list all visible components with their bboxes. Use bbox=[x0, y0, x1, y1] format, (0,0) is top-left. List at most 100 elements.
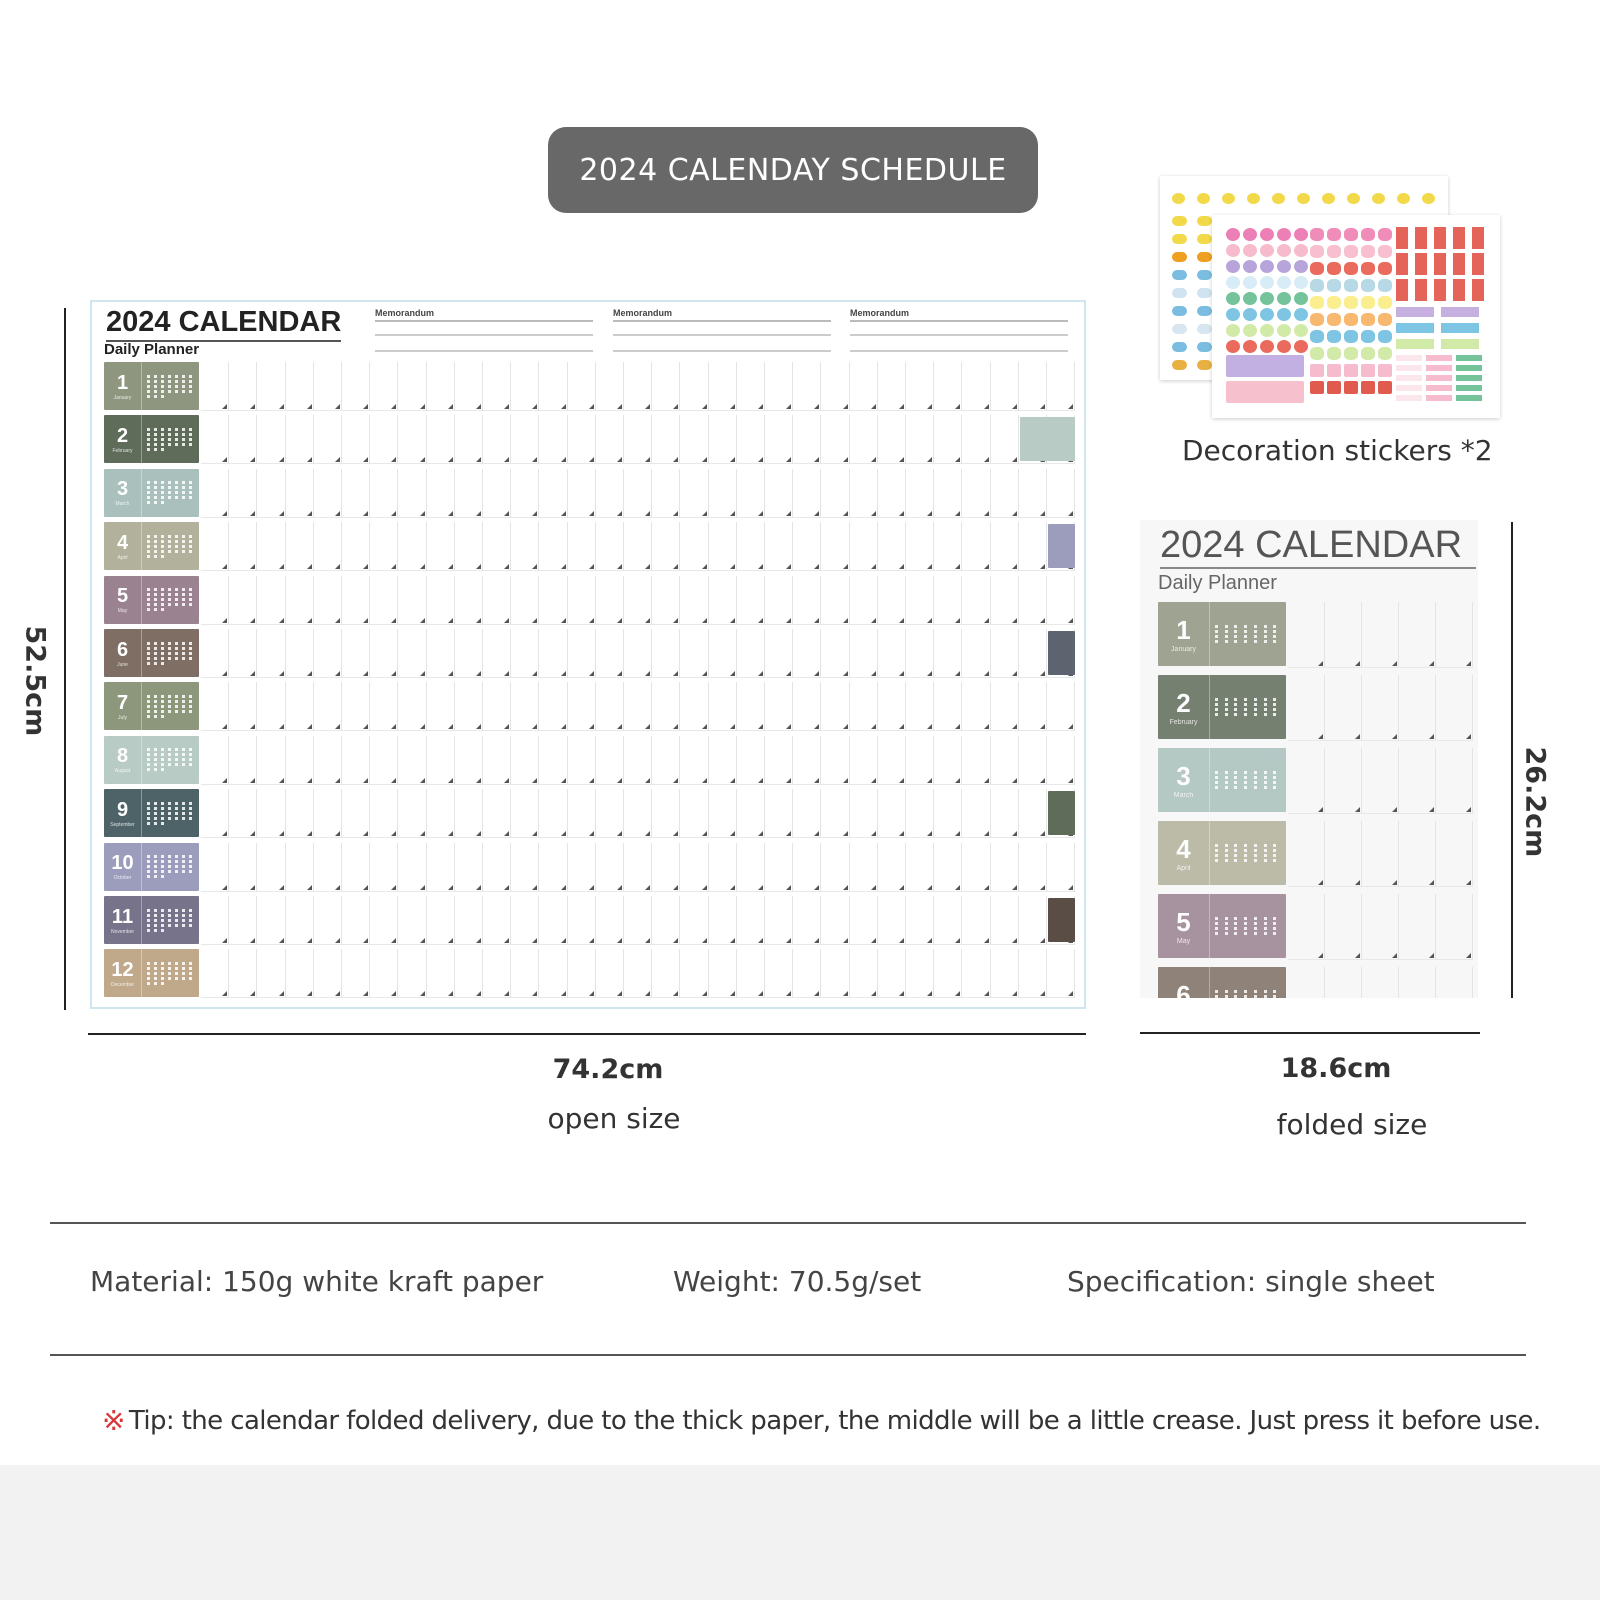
day-cell bbox=[765, 735, 794, 785]
mini-day bbox=[1224, 917, 1228, 920]
day-cell bbox=[1018, 896, 1047, 945]
day-cell bbox=[285, 896, 314, 945]
day-cell bbox=[370, 789, 399, 839]
mini-day bbox=[147, 806, 150, 810]
day-cell bbox=[1018, 629, 1047, 678]
day-cell bbox=[821, 522, 850, 572]
month-tile-december: 12 December bbox=[104, 949, 199, 998]
mini-day bbox=[1224, 771, 1228, 774]
mini-day bbox=[147, 549, 150, 553]
mini-day bbox=[154, 661, 157, 665]
day-cell bbox=[426, 468, 455, 518]
mini-day bbox=[189, 709, 192, 713]
day-cell bbox=[1436, 821, 1473, 887]
dot-sticker bbox=[1243, 260, 1257, 273]
mini-day bbox=[154, 651, 157, 655]
mini-day bbox=[161, 821, 164, 825]
divider-bottom bbox=[50, 1354, 1526, 1356]
mini-day bbox=[161, 539, 164, 543]
day-cell bbox=[708, 362, 737, 411]
flag-sticker bbox=[1472, 279, 1484, 301]
mini-day bbox=[168, 389, 171, 393]
mini-day bbox=[182, 491, 185, 495]
day-cell bbox=[539, 682, 568, 732]
mini-day bbox=[1234, 708, 1238, 711]
mini-day bbox=[154, 928, 157, 932]
mini-day bbox=[147, 491, 150, 495]
mini-day bbox=[1244, 625, 1248, 628]
banner-sticker bbox=[1441, 323, 1479, 333]
mini-day bbox=[168, 384, 171, 388]
day-cell bbox=[736, 842, 765, 892]
day-cell bbox=[342, 735, 371, 785]
mini-day bbox=[189, 481, 192, 485]
mini-day bbox=[168, 549, 171, 553]
day-cell bbox=[652, 362, 681, 411]
mini-day bbox=[161, 379, 164, 383]
day-cell bbox=[1362, 748, 1399, 814]
mini-day bbox=[1263, 630, 1267, 633]
mini-day bbox=[154, 811, 157, 815]
mini-day bbox=[182, 598, 185, 602]
mini-day bbox=[1263, 640, 1267, 643]
mini-day bbox=[161, 442, 164, 446]
day-cell bbox=[342, 789, 371, 839]
mini-day bbox=[1215, 708, 1218, 711]
strip-sticker bbox=[1396, 365, 1422, 371]
shape-sticker bbox=[1361, 381, 1375, 394]
mini-day bbox=[1215, 917, 1218, 920]
mini-day bbox=[168, 918, 171, 922]
mini-day bbox=[1215, 854, 1218, 857]
mini-day bbox=[175, 651, 178, 655]
mini-day bbox=[161, 593, 164, 597]
mini-day bbox=[147, 966, 150, 970]
mini-day bbox=[168, 913, 171, 917]
mini-day bbox=[168, 699, 171, 703]
shape-sticker bbox=[1378, 347, 1392, 360]
dot-sticker bbox=[1294, 340, 1308, 353]
day-cell bbox=[793, 789, 822, 839]
mini-day bbox=[1215, 640, 1218, 643]
mini-day bbox=[189, 656, 192, 660]
day-cell bbox=[567, 896, 596, 945]
month-number-text: 5 bbox=[116, 585, 129, 608]
day-cell bbox=[736, 629, 765, 678]
shape-sticker bbox=[1310, 262, 1324, 275]
mini-day bbox=[161, 481, 164, 485]
day-cell bbox=[567, 362, 596, 411]
mini-day bbox=[1253, 771, 1257, 774]
mini-day bbox=[175, 496, 178, 500]
mini-day bbox=[168, 758, 171, 762]
day-cell bbox=[257, 629, 286, 678]
mini-day bbox=[182, 534, 185, 538]
mini-day bbox=[161, 374, 164, 378]
mini-day bbox=[168, 374, 171, 378]
dot-sticker bbox=[1277, 260, 1291, 273]
mini-day bbox=[1273, 635, 1277, 638]
day-cell bbox=[877, 949, 906, 999]
mini-day bbox=[147, 918, 150, 922]
mini-day bbox=[1215, 630, 1218, 633]
dot-sticker bbox=[1243, 292, 1257, 305]
month-name: May bbox=[117, 608, 128, 615]
mini-day bbox=[1263, 844, 1267, 847]
day-cell bbox=[454, 842, 483, 892]
mini-day bbox=[1253, 844, 1257, 847]
dot-sticker bbox=[1226, 324, 1240, 337]
day-cell bbox=[906, 789, 935, 839]
day-cell bbox=[454, 949, 483, 999]
mini-day bbox=[1244, 849, 1248, 852]
shape-sticker bbox=[1378, 364, 1392, 377]
weather-sticker bbox=[1172, 306, 1187, 316]
dot-sticker bbox=[1243, 308, 1257, 321]
day-cell bbox=[257, 896, 286, 945]
mini-day bbox=[1253, 854, 1257, 857]
mini-day bbox=[1273, 932, 1277, 935]
mini-day bbox=[182, 549, 185, 553]
mini-day bbox=[168, 539, 171, 543]
day-cell bbox=[426, 362, 455, 411]
shape-sticker bbox=[1327, 262, 1341, 275]
mini-day bbox=[154, 816, 157, 820]
memo-line bbox=[375, 350, 593, 352]
day-cell bbox=[736, 735, 765, 785]
